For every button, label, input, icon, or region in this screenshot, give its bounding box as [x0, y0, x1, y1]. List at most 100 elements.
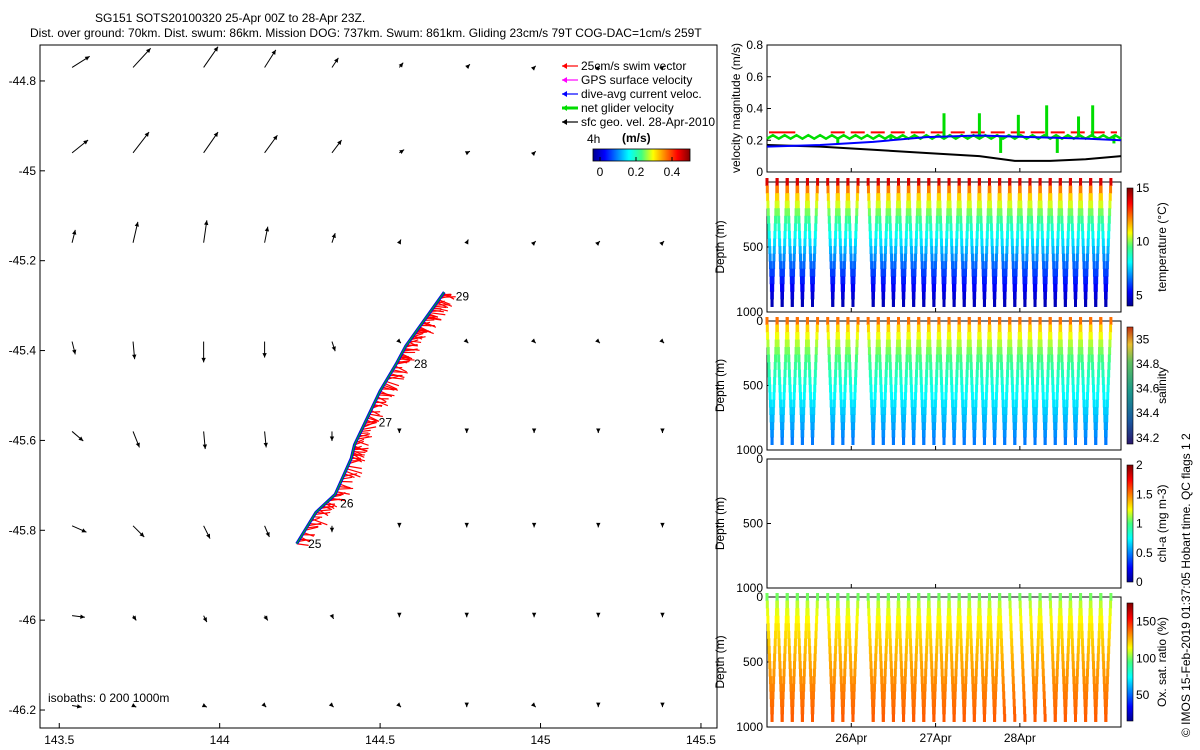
- colorbar-tick-label: 1: [1136, 517, 1143, 531]
- velocity-arrow-head: [595, 338, 600, 344]
- velocity-arrow-head: [334, 57, 339, 63]
- swim-vector: [309, 522, 322, 526]
- swim-vector: [339, 483, 352, 490]
- velocity-ylabel: velocity magnitude (m/s): [729, 43, 743, 173]
- depth-tick-label: 1000: [736, 443, 763, 457]
- swim-vector: [351, 455, 363, 463]
- velocity-arrow-head: [659, 338, 665, 344]
- surface-geostrophic-velocity-field: [71, 46, 665, 709]
- swim-vector: [422, 322, 432, 327]
- depth-tick-label: 1000: [736, 581, 763, 595]
- velocity-arrow-head: [78, 436, 84, 442]
- velocity-arrow-head: [272, 135, 278, 141]
- swim-vector: [300, 536, 310, 543]
- colorbar-tick-label: 50: [1136, 688, 1150, 702]
- swim-vector: [384, 382, 398, 390]
- colorbar-unit-label: (m/s): [622, 131, 651, 145]
- swim-vector: [433, 306, 449, 312]
- depth-tick-label: 0: [756, 590, 763, 604]
- swim-vector: [422, 321, 437, 328]
- colorbar-label: temperature (°C): [1155, 202, 1169, 292]
- swim-vector: [429, 312, 446, 316]
- map-y-tick-label: -45.4: [9, 344, 37, 358]
- map-y-tick-label: -45: [19, 164, 37, 178]
- colorbar-tick-label: 1.5: [1136, 487, 1153, 501]
- swim-vector: [412, 335, 423, 340]
- legend-label: dive-avg current veloc.: [581, 87, 702, 101]
- swim-vector: [303, 531, 315, 537]
- colorbar-label: salinity: [1155, 367, 1169, 404]
- velocity-arrow-head: [463, 338, 469, 344]
- velocity-arrow-head: [213, 132, 219, 137]
- figure-title-line2: Dist. over ground: 70km. Dist. swum: 86k…: [30, 26, 702, 40]
- swim-vector: [304, 526, 319, 531]
- swim-vector: [358, 434, 370, 437]
- depth-axis-label: Depth (m): [713, 635, 727, 688]
- day-label: 29: [456, 290, 470, 304]
- colorbar-tick-label: 2: [1136, 458, 1143, 472]
- swim-vector: [318, 509, 329, 517]
- depth-tick-label: 1000: [736, 720, 763, 734]
- velocity-arrow-head: [131, 615, 137, 621]
- swim-vector: [370, 409, 380, 416]
- swim-vector: [437, 300, 453, 307]
- velocity-arrow-head: [262, 353, 267, 358]
- depth-tick-label: 0: [756, 452, 763, 466]
- depth-tick-label: 500: [743, 379, 763, 393]
- depth-tick-label: 1000: [736, 305, 763, 319]
- swim-vector: [382, 386, 395, 391]
- swim-vector: [390, 373, 405, 379]
- swim-vector: [385, 380, 400, 387]
- map-frame: [39, 44, 718, 729]
- colorbar-tick-label: 34.8: [1136, 357, 1160, 371]
- velocity-arrow-head: [530, 338, 536, 344]
- velocity-arrow-head: [80, 614, 85, 619]
- velocity-arrow-head: [596, 428, 601, 434]
- swim-vector: [356, 440, 369, 446]
- map-x-tick-label: 144.5: [365, 733, 395, 747]
- velocity-arrow-head: [331, 233, 336, 239]
- swim-vector: [369, 413, 383, 418]
- legend-swatch-head: [562, 63, 567, 69]
- figure-title-line1: SG151 SOTS20100320 25-Apr 00Z to 28-Apr …: [95, 11, 366, 25]
- glider-track: 25 26 27 28 29: [295, 290, 470, 551]
- velocity-arrow-head: [263, 442, 268, 448]
- depth-tick-label: 500: [743, 240, 763, 254]
- velocity-arrow-head: [398, 62, 404, 68]
- velocity-y-tick-label: 0.6: [746, 70, 763, 84]
- panel-frame: [766, 458, 1122, 589]
- legend-swatch-head: [562, 105, 567, 111]
- swim-vector: [353, 445, 365, 451]
- map-x-tick-label: 145.5: [686, 733, 716, 747]
- swim-vector: [392, 369, 408, 374]
- panel-salinity: 0 500 1000 Depth (m) 34.2 34.4 34.6 34.8 35 salin…: [713, 314, 1169, 457]
- velocity-arrow-head: [328, 702, 334, 708]
- velocity-arrow-head: [81, 528, 87, 533]
- velocity-arrow-head: [464, 702, 469, 708]
- swim-vector: [344, 473, 355, 479]
- velocity-arrow-head: [396, 239, 401, 245]
- velocity-y-tick-label: 0.4: [746, 102, 763, 116]
- velocity-arrow-head: [397, 612, 402, 618]
- swim-vector: [426, 315, 442, 321]
- velocity-arrow-head: [132, 354, 137, 360]
- velocity-arrow-head: [397, 522, 402, 528]
- velocity-arrow-head: [204, 220, 209, 226]
- legend-label: 25cm/s swim vector: [581, 59, 686, 73]
- velocity-arrow-head: [399, 149, 405, 154]
- velocity-arrow-head: [396, 338, 401, 344]
- swim-vector: [440, 296, 456, 298]
- legend-label: sfc geo. vel. 28-Apr-2010: [581, 115, 715, 129]
- swim-vector: [404, 348, 420, 351]
- colorbar-tick-label: 0.5: [1136, 546, 1153, 560]
- swim-vector: [394, 365, 408, 373]
- velocity-arrow-head: [72, 229, 77, 235]
- velocity-arrow-head: [596, 612, 601, 618]
- velocity-arrow-head: [596, 702, 601, 708]
- velocity-arrow-head: [531, 612, 537, 618]
- panel-colorbar: [1126, 187, 1134, 307]
- swim-vector: [296, 543, 309, 546]
- velocity-arrow-head: [530, 241, 536, 246]
